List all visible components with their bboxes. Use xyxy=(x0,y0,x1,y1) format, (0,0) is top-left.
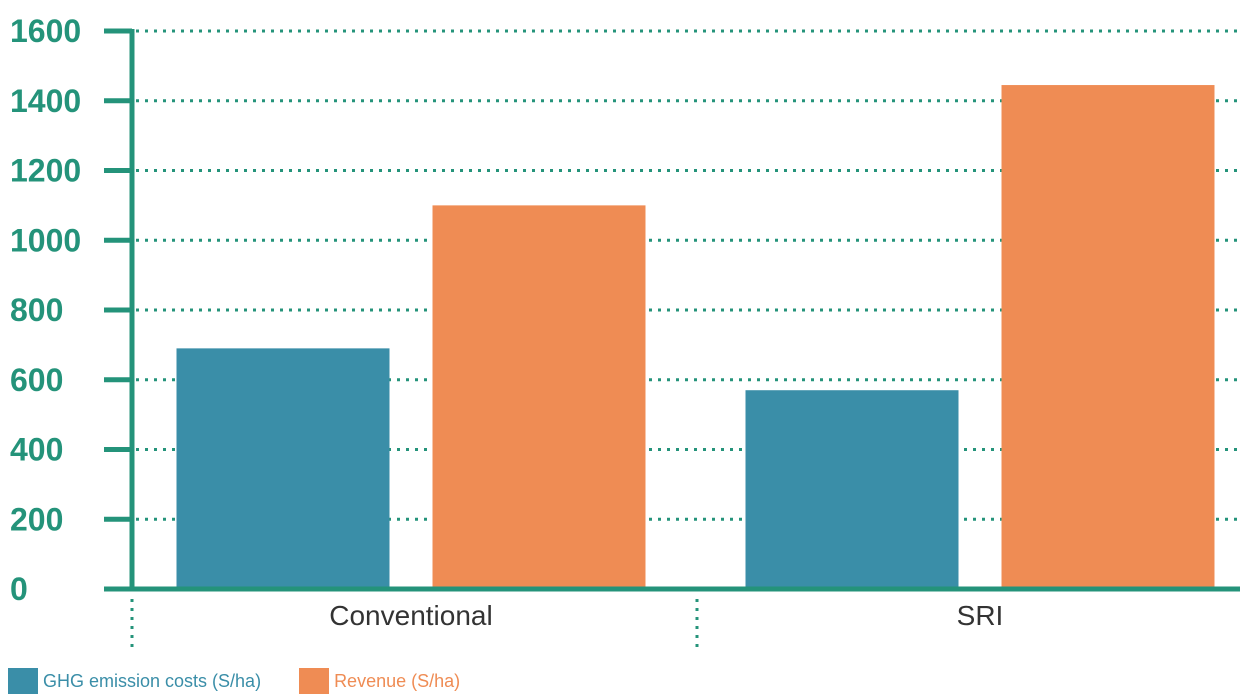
legend-item-ghg: GHG emission costs (S/ha) xyxy=(8,668,261,694)
y-tick-label-800: 800 xyxy=(10,292,63,328)
y-tick-label-400: 400 xyxy=(10,432,63,468)
bar-sri-revenue xyxy=(1001,85,1215,590)
bar-conventional-revenue xyxy=(432,205,646,589)
bars xyxy=(176,85,1215,590)
legend-label-revenue: Revenue (S/ha) xyxy=(334,670,461,691)
x-tick-label-conventional: Conventional xyxy=(329,600,492,631)
legend-swatch-revenue xyxy=(299,668,330,694)
bar-conventional-ghg xyxy=(176,348,390,589)
y-tick-label-1200: 1200 xyxy=(10,153,81,189)
y-tick-labels: 0 200 400 600 800 1000 1200 1400 1600 xyxy=(10,13,81,607)
legend-label-ghg: GHG emission costs (S/ha) xyxy=(43,670,262,691)
legend: GHG emission costs (S/ha) Revenue (S/ha) xyxy=(8,668,498,694)
y-tick-label-600: 600 xyxy=(10,362,63,398)
y-tick-label-200: 200 xyxy=(10,501,63,537)
legend-item-revenue: Revenue (S/ha) xyxy=(299,668,460,694)
y-tick-label-1000: 1000 xyxy=(10,222,81,258)
y-tick-label-1400: 1400 xyxy=(10,83,81,119)
x-tick-label-sri: SRI xyxy=(957,600,1004,631)
x-tick-labels: Conventional SRI xyxy=(329,600,1003,631)
y-tick-label-1600: 1600 xyxy=(10,13,81,49)
legend-swatch-ghg xyxy=(8,668,38,694)
bar-sri-ghg xyxy=(745,390,959,589)
y-tick-label-0: 0 xyxy=(10,571,28,607)
axes xyxy=(104,28,1240,650)
